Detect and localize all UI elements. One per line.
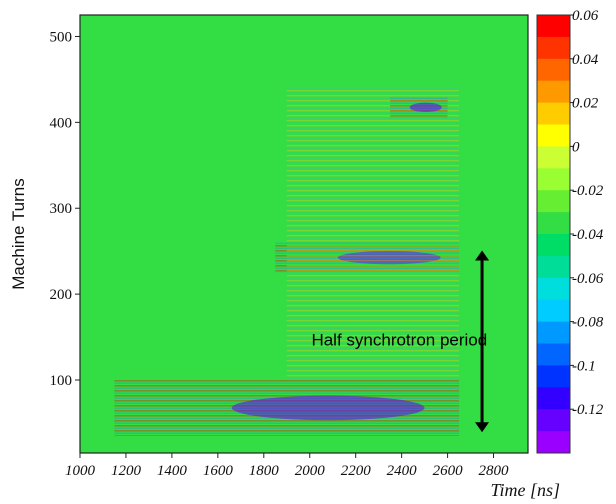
colorbar-tick-label-9: -0.12 (572, 402, 604, 418)
y-axis-label: Machine Turns (9, 178, 28, 290)
signal-core-1 (231, 395, 425, 421)
colorbar-segment-16 (537, 343, 570, 366)
x-tick-label-2600: 2600 (433, 463, 464, 479)
x-tick-label-1400: 1400 (157, 463, 188, 479)
colorbar-segment-11 (537, 234, 570, 257)
colorbar-segment-1 (537, 15, 570, 38)
annotations-layer: Half synchrotron period (311, 250, 490, 433)
x-axis: 1000 1200 1400 1600 1800 2000 2200 2400 2600 2800 (65, 453, 509, 479)
colorbar-tick-label-6: -0.06 (572, 271, 604, 287)
colorbar-segment-6 (537, 124, 570, 147)
x-tick-label-2000: 2000 (295, 463, 326, 479)
colorbar-segment-19 (537, 409, 570, 432)
colorbar-segment-18 (537, 387, 570, 410)
x-tick-label-1200: 1200 (111, 463, 142, 479)
colorbar-tick-label-4: -0.02 (572, 183, 604, 199)
x-tick-label-1000: 1000 (65, 463, 96, 479)
x-tick-label-2200: 2200 (341, 463, 372, 479)
colorbar-tick-label-1: 0.04 (572, 52, 599, 68)
colorbar-segment-3 (537, 58, 570, 82)
x-tick-label-2800: 2800 (479, 463, 510, 479)
x-tick-label-1800: 1800 (249, 463, 280, 479)
y-tick-label-200: 200 (50, 287, 73, 303)
colorbar-tick-label-7: -0.08 (572, 315, 604, 331)
annotation-label: Half synchrotron period (311, 331, 487, 350)
colorbar-tick-label-3: 0 (572, 139, 580, 155)
y-tick-label-500: 500 (50, 29, 73, 45)
colorbar-segment-4 (537, 80, 570, 104)
x-tick-label-2400: 2400 (387, 463, 418, 479)
colorbar-segment-14 (537, 299, 570, 323)
colorbar: 0.06 0.04 0.02 0 -0.02 -0.04 -0.06 -0.08 -0.1 -0.… (536, 8, 604, 454)
colorbar-tick-label-0: 0.06 (572, 8, 599, 24)
colorbar-tick-label-2: 0.02 (572, 96, 599, 112)
y-axis: 100 200 300 400 500 (50, 29, 80, 389)
colorbar-segment-7 (537, 146, 570, 169)
plot-frame (79, 14, 529, 454)
colorbar-tick-label-5: -0.04 (572, 227, 604, 243)
signal-core-4 (409, 102, 442, 113)
colorbar-segment-12 (537, 255, 570, 279)
colorbar-segment-17 (537, 365, 570, 388)
colorbar-segment-2 (537, 36, 570, 60)
colorbar-segment-5 (537, 102, 570, 125)
y-tick-label-400: 400 (50, 115, 73, 131)
colorbar-tick-label-8: -0.1 (572, 358, 596, 374)
colorbar-segment-15 (537, 321, 570, 344)
colorbar-segment-9 (537, 190, 570, 213)
y-tick-label-300: 300 (50, 201, 73, 217)
colorbar-segment-8 (537, 168, 570, 191)
colorbar-segment-20 (537, 431, 570, 454)
y-tick-label-100: 100 (50, 373, 73, 389)
colorbar-segment-10 (537, 212, 570, 235)
x-axis-label: Time [ns] (490, 480, 560, 500)
signal-region-3 (286, 88, 460, 380)
x-tick-label-1600: 1600 (203, 463, 234, 479)
colorbar-segment-13 (537, 277, 570, 301)
signal-regions (114, 88, 460, 436)
